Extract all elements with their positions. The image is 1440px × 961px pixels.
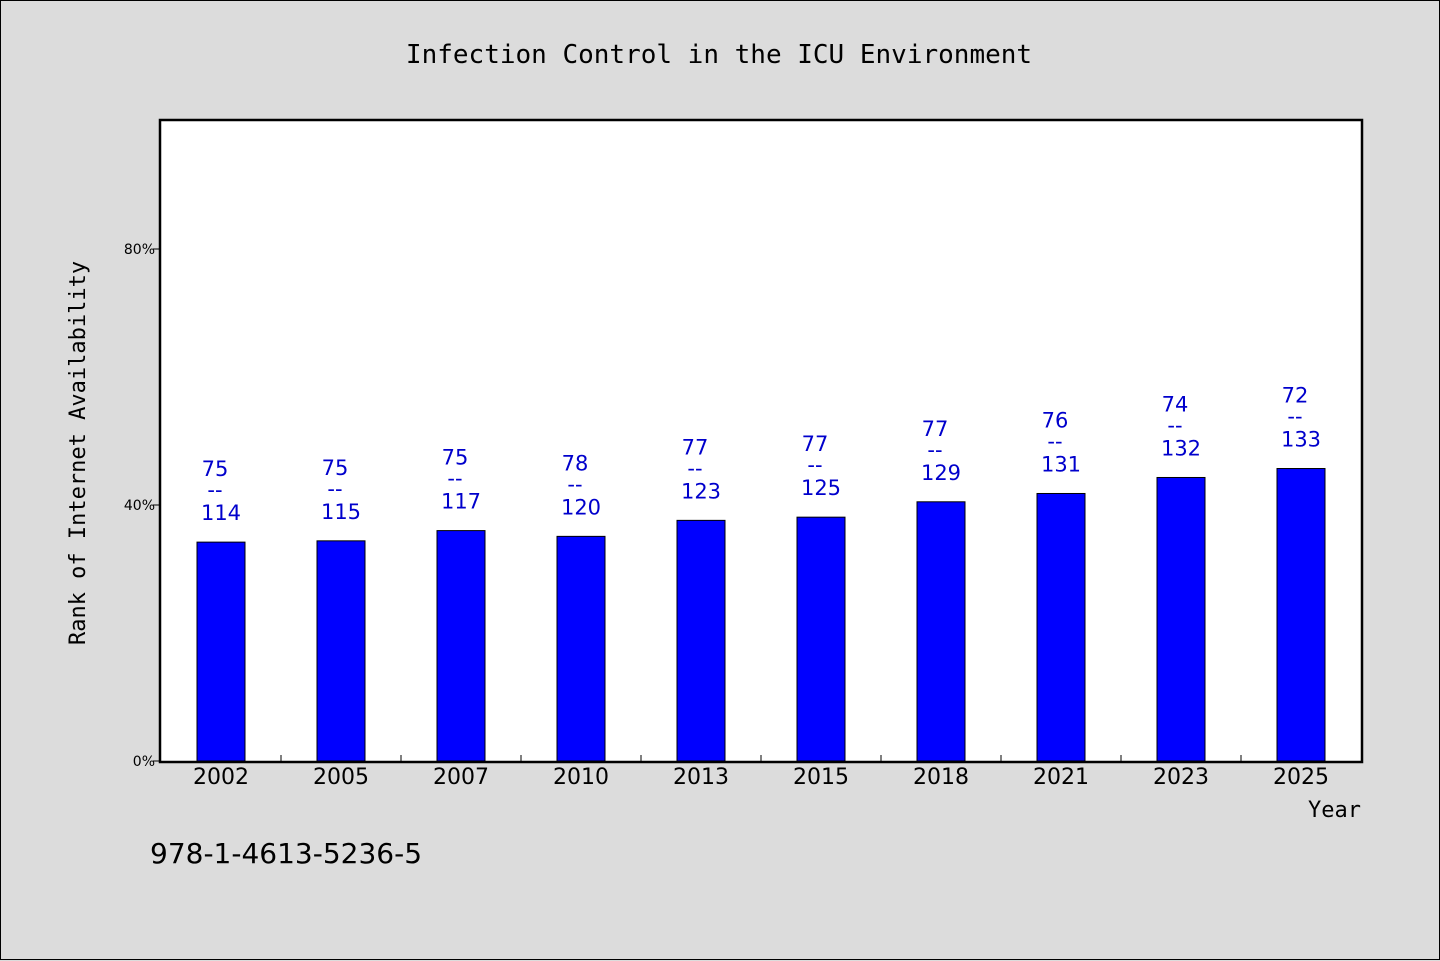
bar-2021 [1036,492,1086,762]
x-tick-label: 2005 [313,765,369,790]
data-label-separator: -- [927,438,942,462]
data-label-bottom: 123 [681,479,721,503]
data-label-bottom: 117 [441,490,481,514]
data-label-separator: -- [1167,413,1182,437]
y-axis-label: Rank of Internet Availability [66,261,91,645]
data-label-bottom: 133 [1281,428,1321,452]
x-tick-label: 2013 [673,765,729,790]
bar-2025 [1276,468,1326,762]
y-tick-label: 0% [133,754,155,770]
bar-2023 [1156,476,1206,762]
axis-ticks [153,248,1242,762]
data-label-top: 75 [202,457,229,481]
data-label-bottom: 129 [921,461,961,485]
x-tick-label: 2018 [913,765,969,790]
data-label-top: 78 [562,451,589,475]
x-tick-label: 2023 [1153,765,1209,790]
data-label-bottom: 125 [801,476,841,500]
data-label-separator: -- [1047,429,1062,453]
data-label-top: 74 [1162,392,1189,416]
data-label-bottom: 120 [561,495,601,519]
x-tick-labels: 2002 2005 2007 2010 2013 2015 2018 2021 2023 2025 [193,765,1329,790]
data-label-bottom: 114 [201,501,241,525]
data-label-bottom: 131 [1041,452,1081,476]
data-label-top: 72 [1282,384,1309,408]
bars [196,468,1326,762]
x-axis-label: Year [1308,798,1361,823]
data-label-separator: -- [807,453,822,477]
data-label-separator: -- [567,472,582,496]
y-tick-labels: 0% 40% 80% [124,242,155,770]
bar-2005 [316,540,366,762]
data-label-separator: -- [1287,405,1302,429]
data-label-bottom: 115 [321,500,361,524]
data-label-bottom: 132 [1161,436,1201,460]
data-label-separator: -- [687,456,702,480]
x-tick-label: 2021 [1033,765,1089,790]
data-label-separator: -- [207,478,222,502]
bar-2010 [556,535,606,762]
bar-2015 [796,516,846,762]
data-label-separator: -- [447,467,462,491]
isbn-text: 978-1-4613-5236-5 [150,837,422,870]
x-tick-label: 2010 [553,765,609,790]
data-label-top: 75 [442,446,469,470]
chart-title: Infection Control in the ICU Environment [406,40,1032,70]
data-label-top: 76 [1042,408,1069,432]
data-label-top: 75 [322,456,349,480]
bar-2013 [676,519,726,762]
x-tick-label: 2015 [793,765,849,790]
bar-2007 [436,530,486,762]
data-label-separator: -- [327,477,342,501]
data-label-top: 77 [682,435,709,459]
bar-2018 [916,501,966,762]
data-labels: 75--11475--11575--11778--12077--12377--1… [201,384,1321,526]
x-tick-label: 2007 [433,765,489,790]
y-tick-label: 80% [124,242,155,258]
y-tick-label: 40% [124,498,155,514]
data-label-top: 77 [922,417,949,441]
data-label-top: 77 [802,432,829,456]
x-tick-label: 2025 [1273,765,1329,790]
x-tick-label: 2002 [193,765,249,790]
bar-2002 [196,541,246,762]
